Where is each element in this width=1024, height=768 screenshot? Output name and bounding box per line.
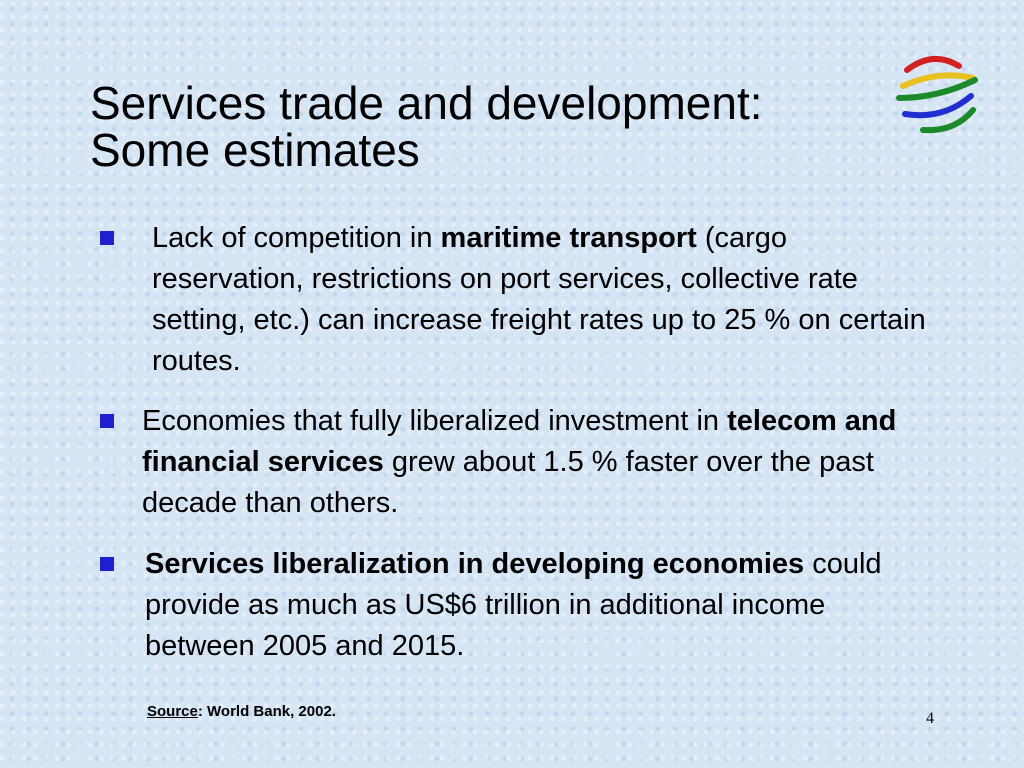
title-line: Services trade and development: — [90, 77, 763, 129]
bullet-marker — [100, 414, 114, 428]
bullet-text: grew about 1.5 % faster over the past de… — [142, 446, 874, 519]
wto-logo — [896, 56, 978, 134]
bullet-item: Lack of competition in maritime transpor… — [100, 218, 942, 382]
source-text: : World Bank, 2002. — [197, 703, 336, 720]
bullet-text: could provide as much as US$6 trillion i… — [145, 548, 882, 662]
bullet-marker — [100, 231, 114, 245]
slide-title: Services trade and development: Some esti… — [90, 80, 763, 174]
bullet-item: Services liberalization in developing ec… — [100, 544, 935, 667]
bullet-marker — [100, 557, 114, 571]
bold-text: telecom and financial services — [142, 405, 897, 478]
bold-text: maritime transport — [440, 222, 697, 254]
bullet-item: Economies that fully liberalized investm… — [100, 401, 932, 524]
source-label: Source — [147, 703, 198, 720]
bold-text: Services liberalization in developing ec… — [145, 548, 805, 580]
title-line: Some estimates — [90, 124, 420, 176]
bullet-text: Economies that fully liberalized investm… — [142, 405, 728, 437]
page-number: 4 — [926, 710, 934, 727]
bullet-text: Lack of competition in — [152, 222, 441, 254]
source-note: Source: World Bank, 2002. — [147, 703, 336, 720]
bullet-text: (cargo reservation, restrictions on port… — [152, 222, 926, 377]
